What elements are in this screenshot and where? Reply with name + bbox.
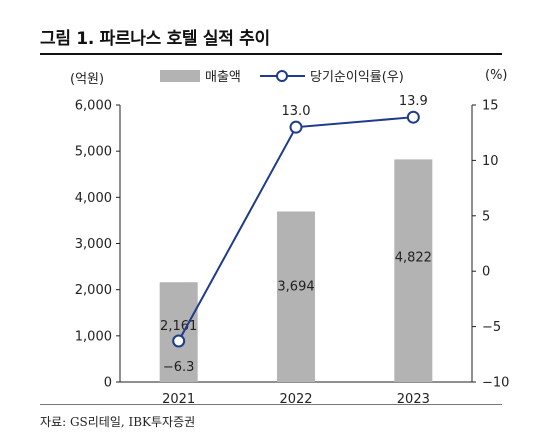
right-tick-label: 10	[482, 154, 499, 169]
title-divider	[40, 53, 502, 55]
source-divider	[40, 404, 502, 405]
right-tick-label: 0	[482, 265, 490, 280]
bars	[159, 159, 433, 382]
left-tick-label: 2,000	[75, 283, 112, 298]
legend-line-marker	[276, 70, 288, 82]
line-value-label: −6.3	[163, 360, 195, 375]
line-labels: −6.3 13.0 13.9	[163, 94, 428, 375]
legend-line-label: 당기순이익률(우)	[310, 70, 404, 85]
left-axis-unit: (억원)	[70, 72, 105, 87]
bar-value-label: 4,822	[395, 250, 432, 265]
line-point	[172, 334, 186, 348]
line-value-label: 13.9	[399, 94, 428, 109]
bar	[394, 159, 433, 382]
line-value-label: 13.0	[282, 104, 311, 119]
x-tick-label: 2022	[279, 392, 312, 407]
right-axis-unit: (%)	[485, 68, 508, 83]
left-tick-label: 0	[104, 376, 112, 391]
bar	[277, 211, 315, 382]
left-tick-label: 3,000	[75, 237, 112, 252]
left-tick-label: 1,000	[75, 329, 112, 344]
legend-bar-swatch	[160, 70, 200, 82]
right-tick-label: −10	[482, 376, 509, 391]
line-point	[289, 120, 303, 134]
bar	[159, 282, 198, 382]
legend-bar-label: 매출액	[205, 70, 241, 85]
left-tick-label: 6,000	[75, 99, 112, 114]
axes: 0 1,000 2,000 3,000 4,000 5,000 6,000 −10 −5 0 5 10…	[75, 99, 510, 408]
bar-labels: 2,161 3,694 4,822	[160, 250, 432, 334]
legend: 매출액 당기순이익률(우)	[160, 70, 404, 85]
x-tick-label: 2021	[162, 392, 195, 407]
right-tick-label: −5	[482, 320, 501, 335]
x-tick-label: 2023	[397, 392, 430, 407]
line-point	[406, 110, 420, 124]
chart-title: 그림 1. 파르나스 호텔 실적 추이	[40, 29, 270, 49]
left-tick-label: 5,000	[75, 145, 112, 160]
left-tick-label: 4,000	[75, 191, 112, 206]
line-series	[172, 110, 420, 348]
bar-value-label: 2,161	[160, 319, 197, 334]
bar-value-label: 3,694	[277, 279, 314, 294]
source-note: 자료: GS리테일, IBK투자증권	[40, 415, 196, 429]
right-tick-label: 5	[482, 209, 490, 224]
right-tick-label: 15	[482, 99, 499, 114]
